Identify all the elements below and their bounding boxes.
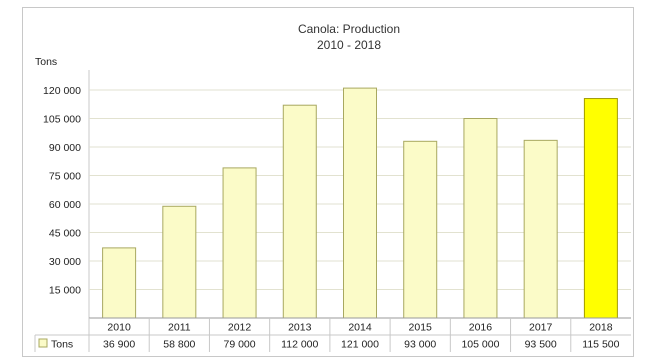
- x-tick-label: 2017: [529, 322, 553, 334]
- bar: [222, 167, 257, 319]
- x-tick-label: 2012: [228, 322, 252, 334]
- legend-series-name: Tons: [51, 339, 73, 351]
- data-label: 105 000: [461, 339, 499, 351]
- x-tick-label: 2011: [168, 322, 191, 334]
- x-tick-label: 2015: [409, 322, 433, 334]
- y-tick-label: 30 000: [49, 256, 81, 268]
- x-tick-label: 2013: [288, 322, 312, 334]
- bar: [403, 140, 438, 319]
- bar: [102, 247, 137, 319]
- y-tick-label: 75 000: [49, 171, 81, 183]
- bar: [523, 139, 558, 319]
- data-label: 79 000: [223, 339, 255, 351]
- y-tick-label: 60 000: [49, 199, 81, 211]
- chart-svg: Canola: Production 2010 - 2018 Tons 15 0…: [34, 22, 631, 352]
- x-tick-label: 2016: [469, 322, 493, 334]
- chart-subtitle: 2010 - 2018: [317, 38, 381, 52]
- data-label: 36 900: [103, 339, 135, 351]
- data-label: 112 000: [281, 339, 318, 351]
- data-label: 115 500: [582, 339, 619, 351]
- y-tick-label: 15 000: [49, 285, 81, 297]
- bar: [463, 118, 498, 319]
- data-table: Tons 2010 36 900 2011 58 800 2012 79 000 2013 11…: [34, 317, 631, 352]
- data-label: 93 500: [525, 339, 557, 351]
- y-tick-label: 90 000: [49, 142, 81, 154]
- bar-layer: [102, 87, 618, 319]
- y-tick-label: 120 000: [43, 85, 81, 97]
- bar: [583, 98, 618, 319]
- bar: [343, 87, 377, 319]
- y-tick-label: 105 000: [43, 114, 81, 126]
- data-label: 93 000: [404, 339, 436, 351]
- chart-frame: Canola: Production 2010 - 2018 Tons 15 0…: [22, 7, 634, 357]
- data-label: 58 800: [163, 339, 195, 351]
- legend-swatch: [38, 338, 48, 348]
- bar: [162, 205, 197, 319]
- bar: [282, 104, 317, 319]
- y-tick-label: 45 000: [49, 228, 81, 240]
- x-tick-label: 2018: [589, 322, 613, 334]
- x-tick-label: 2014: [348, 322, 372, 334]
- data-label: 121 000: [341, 339, 379, 351]
- chart-title: Canola: Production: [298, 22, 400, 36]
- y-axis-label: Tons: [35, 56, 57, 68]
- x-tick-label: 2010: [107, 322, 131, 334]
